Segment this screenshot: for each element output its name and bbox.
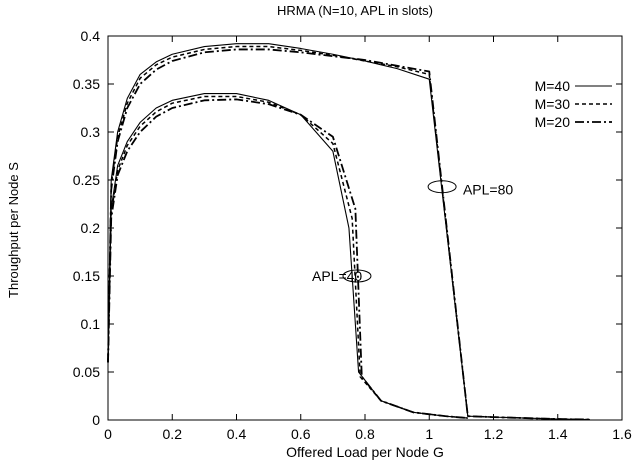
y-tick-label: 0.3 (81, 124, 101, 140)
x-tick-label: 1.6 (612, 426, 632, 442)
y-tick-label: 0.25 (73, 172, 100, 188)
series-line-apl80-m20 (107, 48, 590, 421)
annotation-layer: APL=80 APL=40 (312, 180, 513, 284)
series-line-apl40-m20 (107, 98, 468, 419)
y-tick-label: 0.1 (81, 316, 101, 332)
x-tick-label: 1.2 (484, 426, 504, 442)
y-tick-label: 0.4 (81, 28, 101, 44)
x-tick-label: 0.2 (163, 426, 183, 442)
series-layer (107, 43, 590, 421)
y-tick-label: 0.05 (73, 364, 100, 380)
annotation-ellipse (427, 180, 457, 194)
annotation-ellipse (342, 269, 372, 283)
y-tick-label: 0.2 (81, 220, 101, 236)
series-line-apl40-m40 (107, 93, 468, 419)
y-tick-label: 0.15 (73, 268, 100, 284)
legend-layer: M=40 M=30 M=20 (535, 78, 612, 130)
x-tick-label: 1 (425, 426, 433, 442)
series-line-apl80-m30 (107, 45, 590, 421)
x-tick-label: 0 (104, 426, 112, 442)
annotation-label: APL=80 (463, 182, 513, 198)
y-tick-label: 0.35 (73, 76, 100, 92)
x-tick-label: 0.6 (291, 426, 311, 442)
legend-label: M=30 (535, 96, 571, 112)
y-axis-label: Throughput per Node S (6, 162, 21, 298)
x-tick-label: 0.8 (355, 426, 375, 442)
x-tick-label: 1.4 (548, 426, 568, 442)
x-tick-label: 0.4 (227, 426, 247, 442)
legend-label: M=20 (535, 114, 571, 130)
x-axis-label: Offered Load per Node G (286, 444, 444, 460)
y-tick-label: 0 (92, 412, 100, 428)
ticks-layer: 0 0.2 0.4 0.6 0.8 1 1.2 1.4 1.6 0 0.05 0.1 0.15 0.2 0.… (73, 28, 632, 442)
annotation-label: APL=40 (312, 268, 362, 284)
chart-title: HRMA (N=10, APL in slots) (277, 3, 433, 18)
legend-label: M=40 (535, 78, 571, 94)
series-line-apl40-m30 (107, 95, 468, 419)
